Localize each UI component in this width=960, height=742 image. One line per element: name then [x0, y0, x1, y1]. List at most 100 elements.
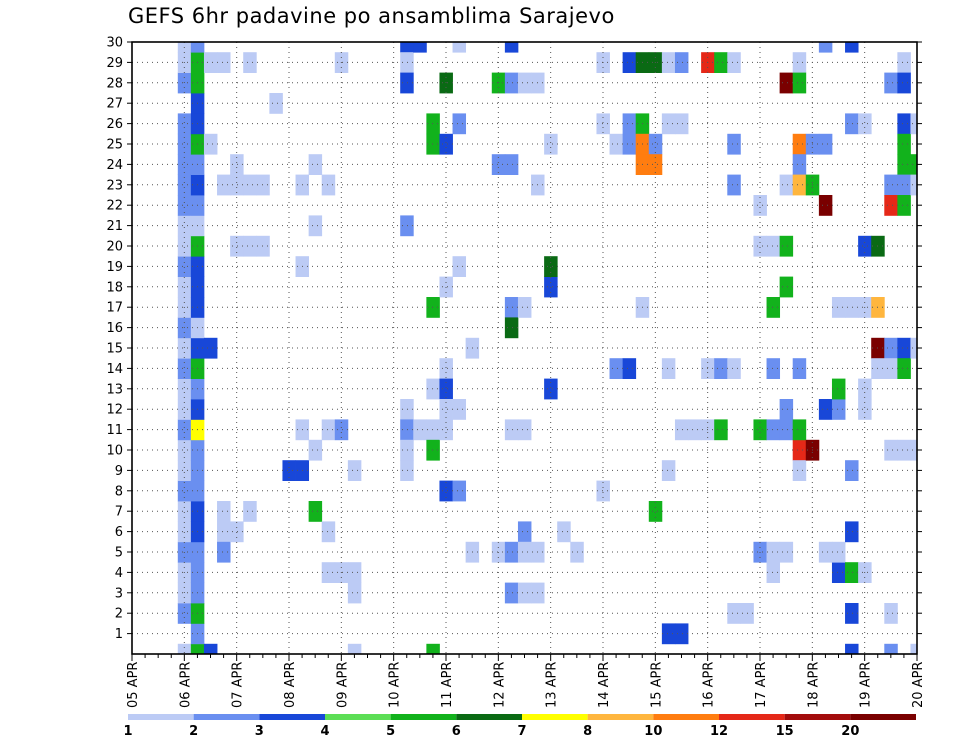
heatmap-cell: [177, 460, 192, 481]
heatmap-cell: [910, 154, 918, 175]
x-tick-label: 06 APR: [178, 662, 193, 708]
y-tick-label: 22: [106, 199, 123, 214]
heatmap-cell: [884, 439, 898, 461]
heatmap-cell: [177, 378, 192, 400]
heatmap-cell: [400, 460, 414, 481]
x-tick-label: 07 APR: [231, 662, 246, 708]
heatmap-cell: [230, 174, 244, 196]
heatmap-cell: [321, 419, 336, 441]
heatmap-cell: [622, 52, 637, 73]
heatmap-cell: [504, 154, 519, 175]
heatmap-cell: [321, 174, 336, 196]
heatmap-cell: [400, 72, 414, 94]
colorbar-label: 12: [710, 724, 728, 739]
colorbar-swatch: [390, 714, 457, 720]
heatmap-cell: [766, 235, 781, 257]
heatmap-cell: [347, 643, 362, 655]
heatmap-cell: [818, 541, 833, 563]
x-tick-label: 18 APR: [806, 662, 821, 708]
colorbar-label: 8: [583, 724, 592, 739]
heatmap-cell: [753, 235, 767, 257]
heatmap-cell: [426, 643, 440, 655]
heatmap-cell: [674, 623, 689, 645]
heatmap-cell: [884, 195, 898, 216]
heatmap-cell: [884, 603, 898, 624]
heatmap-cell: [674, 52, 689, 73]
heatmap-cell: [504, 582, 519, 604]
heatmap-cell: [779, 276, 794, 298]
y-tick-label: 1: [115, 627, 123, 642]
heatmap-cell: [831, 562, 846, 583]
heatmap-cell: [177, 419, 192, 441]
heatmap-cell: [217, 521, 231, 543]
heatmap-cell: [426, 133, 440, 155]
colorbar-label: 15: [776, 724, 794, 739]
heatmap-cell: [203, 52, 218, 73]
y-tick-label: 30: [106, 36, 123, 51]
heatmap-cell: [177, 358, 192, 379]
colorbar-swatch: [128, 714, 194, 720]
heatmap-cell: [910, 439, 918, 461]
heatmap-cell: [217, 541, 231, 563]
heatmap-cell: [504, 317, 519, 339]
heatmap-cell: [661, 113, 676, 135]
y-tick-label: 19: [106, 260, 123, 275]
y-tick-label: 8: [115, 484, 123, 499]
heatmap-cell: [661, 623, 676, 645]
heatmap-cell: [845, 603, 859, 624]
y-tick-label: 2: [115, 607, 123, 622]
heatmap-cell: [897, 174, 911, 196]
heatmap-cell: [517, 72, 532, 94]
heatmap-cell: [884, 643, 898, 655]
colorbar-label: 1: [123, 724, 132, 739]
heatmap-cell: [413, 42, 427, 53]
heatmap-cell: [845, 562, 859, 583]
x-tick-label: 17 APR: [754, 662, 769, 708]
colorbar-swatch: [456, 714, 522, 720]
colorbar-label: 10: [644, 724, 662, 739]
heatmap-cell: [910, 174, 918, 196]
heatmap-cell: [452, 113, 467, 135]
x-tick-label: 16 APR: [702, 662, 717, 708]
heatmap-cell: [884, 72, 898, 94]
heatmap-cell: [609, 358, 624, 379]
colorbar-label: 3: [255, 724, 264, 739]
heatmap-cell: [766, 541, 781, 563]
colorbar-swatch: [784, 714, 851, 720]
colorbar-label: 7: [517, 724, 526, 739]
y-tick-label: 26: [106, 117, 123, 132]
heatmap-cell: [517, 541, 532, 563]
heatmap-cell: [674, 419, 689, 441]
heatmap-cell: [282, 460, 296, 481]
heatmap-cell: [321, 562, 336, 583]
heatmap-cell: [897, 439, 911, 461]
heatmap-cell: [177, 521, 192, 543]
heatmap-cell: [648, 154, 663, 175]
heatmap-cell: [177, 113, 192, 135]
heatmap-cell: [609, 133, 624, 155]
y-tick-label: 3: [115, 586, 123, 601]
x-tick-label: 11 APR: [440, 662, 455, 708]
heatmap-cell: [177, 133, 192, 155]
heatmap-cell: [661, 358, 676, 379]
heatmap-cell: [177, 154, 192, 175]
heatmap-cell: [177, 195, 192, 216]
colorbar-swatch: [193, 714, 260, 720]
y-tick-label: 28: [106, 76, 123, 91]
y-tick-label: 23: [106, 178, 123, 193]
heatmap-cell: [818, 133, 833, 155]
heatmap-cell: [884, 174, 898, 196]
heatmap-cell: [884, 358, 898, 379]
heatmap-cell: [727, 603, 741, 624]
heatmap-cell: [818, 195, 833, 216]
heatmap-cell: [661, 52, 676, 73]
heatmap-cell: [177, 603, 192, 624]
heatmap-cell: [243, 52, 257, 73]
colorbar-swatch: [259, 714, 325, 720]
heatmap-cell: [648, 501, 663, 522]
heatmap-cell: [792, 52, 807, 73]
colorbar-swatch: [850, 714, 916, 720]
heatmap-cell: [217, 52, 231, 73]
heatmap-cell: [648, 133, 663, 155]
